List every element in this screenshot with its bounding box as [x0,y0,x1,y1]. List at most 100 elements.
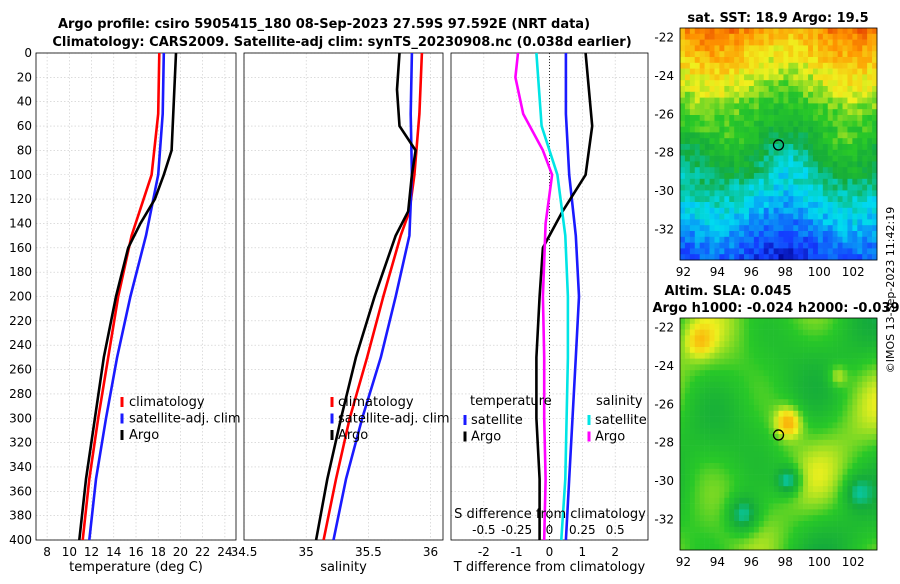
map-cell [822,544,829,551]
map-cell [739,335,745,342]
map-cell [837,318,843,325]
map-cell [704,544,710,551]
map-cell [729,509,735,516]
map-cell [739,62,745,69]
map-cell [748,422,755,429]
map-cell [832,144,838,151]
map-cell [827,393,833,400]
map-cell [812,434,819,441]
map-cell [822,115,829,122]
map-cell [714,370,720,377]
map-cell [709,439,715,446]
map-cell [803,155,809,162]
map-cell [793,468,799,475]
map-cell [758,184,765,191]
map-cell [684,416,691,423]
map-cell [847,184,853,191]
map-cell [847,538,853,545]
map-cell [852,248,858,255]
map-cell [714,399,720,406]
map-cell [788,364,794,371]
map-cell [808,80,814,87]
map-cell [842,341,848,348]
map-cell [773,242,779,249]
map-cell [714,381,720,388]
map-cell [724,219,730,226]
map-cell [729,492,735,499]
map-cell [768,457,774,464]
map-cell [748,457,755,464]
map-cell [852,213,858,220]
map-cell [763,474,769,481]
map-cell [862,526,868,533]
map-cell [758,74,765,81]
map-cell [684,347,691,354]
map-cell [680,80,686,87]
map-cell [817,62,824,69]
map-cell [719,109,725,116]
map-cell [753,173,760,180]
map-cell [704,370,710,377]
map-cell [827,196,833,203]
map-cell [798,318,804,325]
map-cell [689,225,696,232]
map-cell [822,155,829,162]
map-cell [763,497,769,504]
map-cell [699,242,705,249]
map-cell [817,173,824,180]
map-cell [798,347,804,354]
map-cell [862,474,868,481]
map-cell [714,422,720,429]
map-cell [719,190,725,197]
map-cell [872,468,878,475]
map-cell [827,173,833,180]
map-cell [832,132,838,139]
map-cell [719,45,725,52]
map-cell [763,149,769,156]
map-cell [719,254,725,261]
map-cell [680,161,686,168]
map-cell [709,463,715,470]
map-cell [758,57,765,64]
map-cell [734,62,740,69]
map-cell [827,225,833,232]
map-cell [842,422,848,429]
map-cell [832,115,838,122]
map-cell [778,544,784,551]
y-tick-label: 60 [17,119,32,133]
map-cell [734,532,740,539]
map-cell [680,86,686,93]
map-cell [739,474,745,481]
map-cell [734,434,740,441]
map-cell [812,387,819,394]
map-cell [812,381,819,388]
map-cell [684,219,691,226]
map-cell [709,155,715,162]
map-cell [793,242,799,249]
map-cell [739,318,745,325]
argo-position-marker [772,429,785,441]
map-cell [773,318,779,325]
map-cell [729,538,735,545]
map-x-tick-label: 92 [676,555,691,569]
map-cell [680,62,686,69]
map-cell [724,161,730,168]
map-cell [847,97,853,104]
map-cell [812,225,819,232]
map-cell [744,341,750,348]
map-cell [852,497,858,504]
map-cell [734,515,740,522]
map-cell [753,503,760,510]
map-cell [842,468,848,475]
map-cell [699,149,705,156]
map-cell [842,178,848,185]
map-cell [842,115,848,122]
map-cell [793,74,799,81]
map-cell [812,474,819,481]
map-cell [842,57,848,64]
map-cell [867,202,873,209]
map-cell [758,242,765,249]
map-cell [748,376,755,383]
map-cell [699,439,705,446]
map-cell [852,416,858,423]
